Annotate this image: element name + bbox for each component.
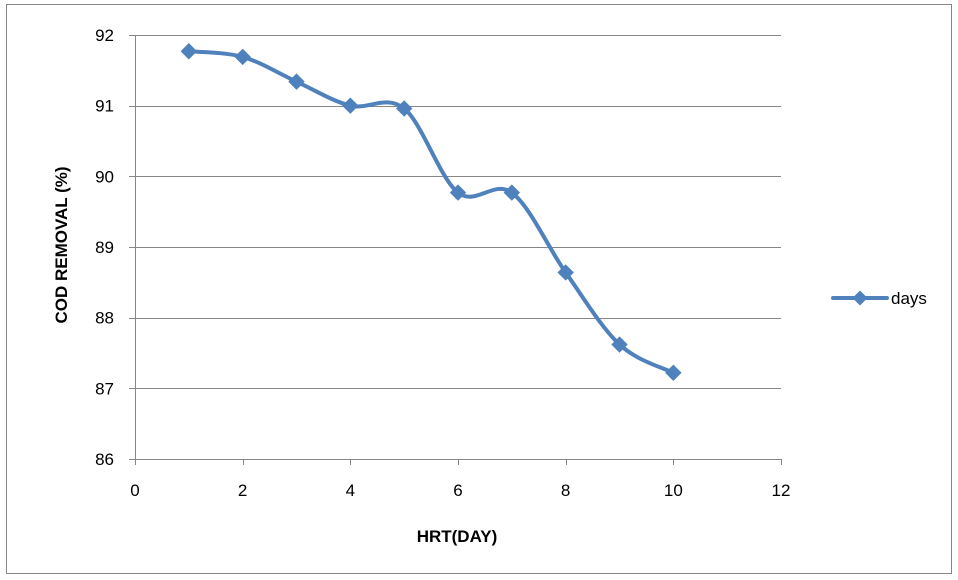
series-line <box>188 49 675 375</box>
data-point <box>557 264 574 281</box>
y-tick-label: 91 <box>95 97 114 116</box>
chart-border <box>6 4 952 574</box>
y-tick-label: 89 <box>95 238 114 257</box>
y-tick-label: 92 <box>95 26 114 45</box>
x-tick-label: 8 <box>561 481 570 500</box>
data-point <box>503 184 521 201</box>
data-point <box>395 100 413 117</box>
x-tick-label: 2 <box>238 481 247 500</box>
legend-marker <box>852 290 868 306</box>
x-tick-label: 0 <box>130 481 139 500</box>
y-axis-title: COD REMOVAL (%) <box>52 166 71 323</box>
x-tick-label: 4 <box>346 481 355 500</box>
y-tick-label: 86 <box>95 450 114 469</box>
data-point <box>180 43 198 60</box>
grid-lines <box>135 35 781 389</box>
series-layer <box>180 43 682 381</box>
legend-label: days <box>891 289 927 308</box>
data-point <box>665 364 682 381</box>
x-tick-label: 12 <box>772 481 791 500</box>
x-axis-title: HRT(DAY) <box>417 527 498 546</box>
y-tick-label: 88 <box>95 309 114 328</box>
data-point <box>611 336 628 353</box>
data-point <box>288 73 305 90</box>
data-point <box>449 184 467 201</box>
legend: days <box>831 289 927 308</box>
data-point <box>234 48 251 66</box>
tick-labels: 86 87 88 89 90 91 92 0 2 4 6 8 10 12 <box>95 26 790 500</box>
y-tick-label: 87 <box>95 379 114 398</box>
y-tick-label: 90 <box>95 167 114 186</box>
x-tick-label: 6 <box>453 481 462 500</box>
data-point <box>342 97 359 114</box>
axes <box>129 35 782 465</box>
x-tick-label: 10 <box>664 481 683 500</box>
